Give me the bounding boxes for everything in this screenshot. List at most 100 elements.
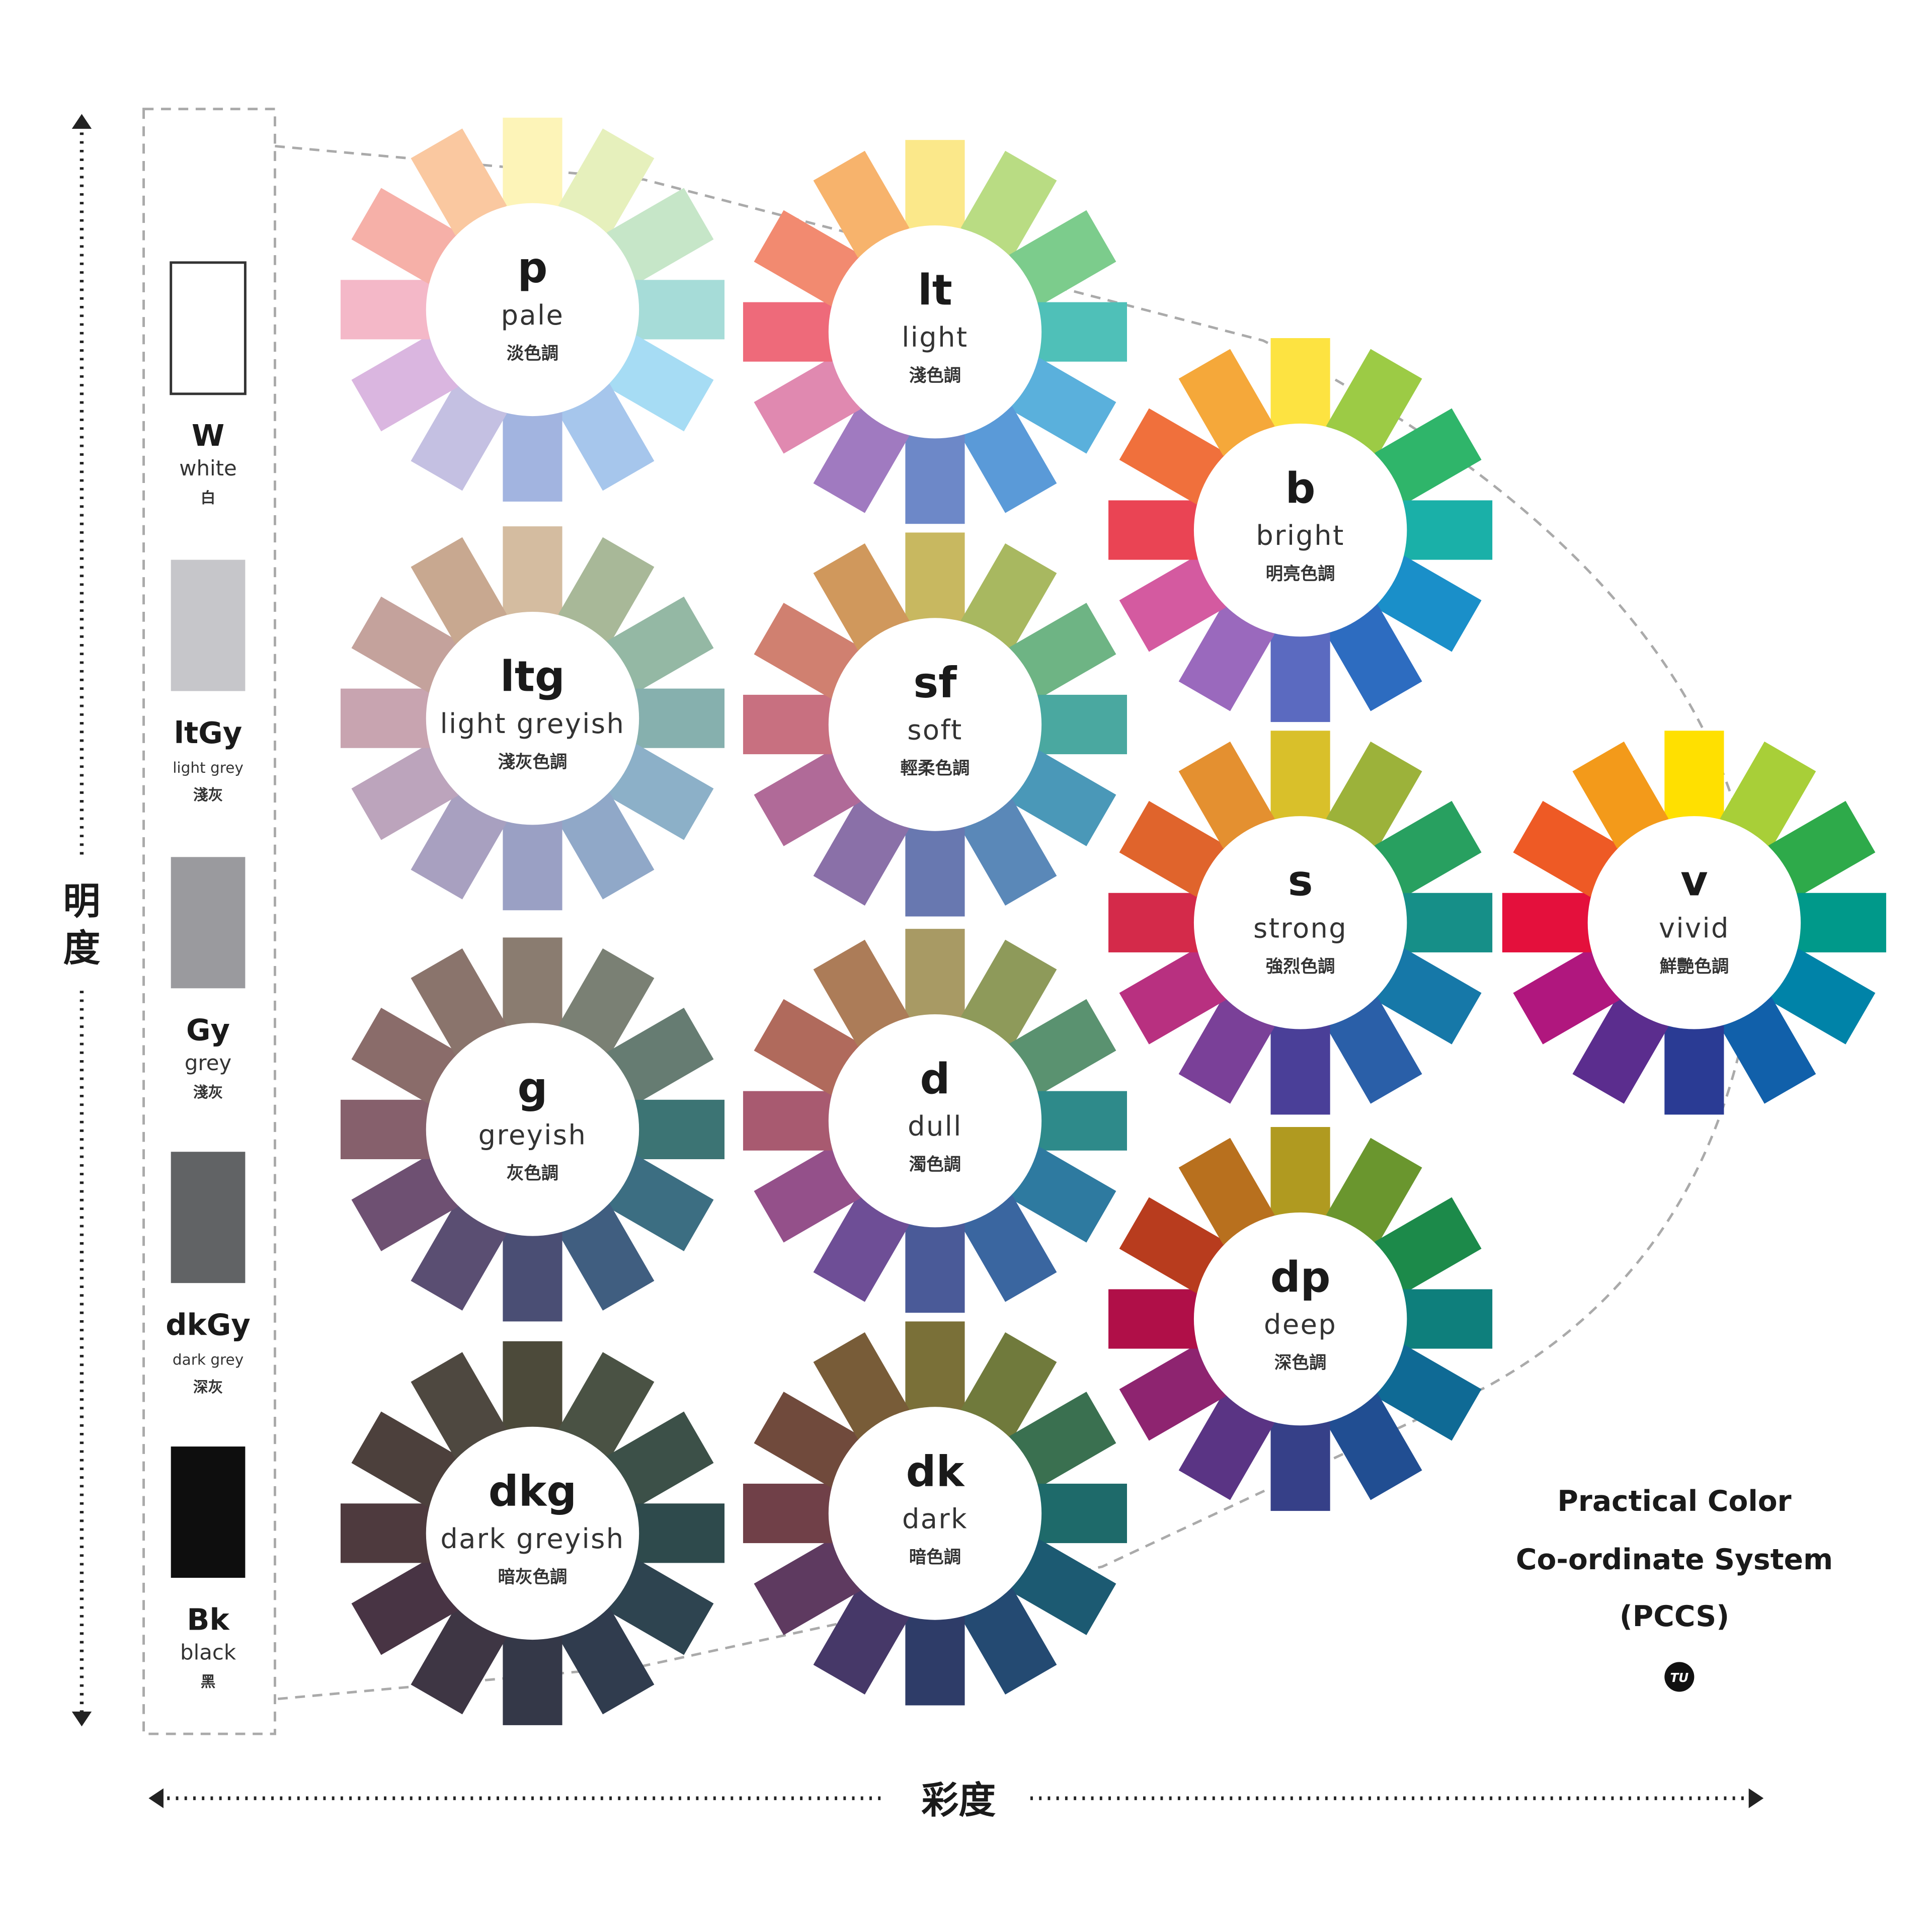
hue-swatch — [503, 821, 562, 911]
hue-swatch — [813, 406, 910, 513]
tone-wheel-s: s strong 強烈色調 — [1108, 731, 1493, 1115]
hue-swatch — [1009, 603, 1116, 699]
hue-swatch — [606, 335, 714, 432]
grey-abbr: Bk — [187, 1602, 230, 1637]
hue-swatch — [960, 1195, 1057, 1302]
tone-abbr: s — [1288, 856, 1313, 906]
hue-swatch — [754, 357, 861, 454]
tone-zh: 明亮色調 — [1266, 564, 1335, 584]
hue-swatch — [1664, 1025, 1724, 1115]
wheel-center — [828, 618, 1042, 831]
tone-name: light greyish — [440, 708, 625, 740]
wheel-center — [828, 1407, 1042, 1620]
grey-swatch-block — [170, 261, 247, 395]
hue-swatch — [1403, 1289, 1493, 1349]
tone-wheel-dp: dp deep 深色調 — [1108, 1127, 1493, 1511]
tone-name: bright — [1256, 520, 1344, 551]
hue-swatch — [635, 280, 725, 340]
tone-abbr: b — [1285, 463, 1316, 513]
hue-swatch — [606, 1411, 714, 1508]
tone-name: pale — [501, 299, 565, 331]
grey-abbr: ltGy — [174, 715, 242, 750]
grey-name: black — [180, 1640, 236, 1664]
hue-swatch — [1270, 632, 1330, 722]
hue-swatch — [1178, 997, 1275, 1104]
hue-swatch — [813, 150, 910, 258]
hue-swatch — [813, 1587, 910, 1695]
hue-swatch — [1119, 800, 1227, 897]
tone-zh: 淺色調 — [909, 366, 961, 386]
tone-zh: 深色調 — [1274, 1353, 1326, 1373]
title-line-1: Practical Color — [1557, 1485, 1791, 1518]
hue-swatch — [743, 694, 833, 755]
hue-swatch — [351, 1155, 459, 1251]
hue-swatch — [558, 792, 655, 900]
hue-swatch — [960, 150, 1057, 258]
hue-swatch — [1037, 694, 1127, 755]
hue-swatch — [1572, 997, 1669, 1104]
wheel-center — [1193, 1212, 1407, 1426]
hue-swatch — [813, 1332, 910, 1439]
hue-swatch — [743, 1483, 833, 1544]
grey-name: white — [179, 456, 236, 480]
tone-name: dark greyish — [440, 1523, 624, 1555]
tone-abbr: dkg — [489, 1467, 577, 1516]
hue-swatch — [1270, 338, 1330, 428]
hue-swatch — [1513, 800, 1620, 897]
hue-swatch — [1270, 1025, 1330, 1115]
hue-swatch — [1108, 1289, 1198, 1349]
wheel-center — [828, 225, 1042, 439]
wheel-center — [426, 1426, 639, 1640]
hue-swatch — [411, 128, 507, 235]
lightness-label-2: 度 — [63, 927, 101, 970]
hue-swatch — [1119, 555, 1227, 652]
brand-logo: TU — [1664, 1662, 1695, 1692]
hue-swatch — [905, 1224, 965, 1313]
hue-swatch — [558, 948, 655, 1056]
hue-swatch — [351, 1411, 459, 1508]
hue-swatch — [351, 188, 459, 284]
hue-swatch — [1375, 800, 1482, 897]
hue-swatch — [606, 1007, 714, 1104]
hue-swatch — [905, 929, 965, 1018]
hue-swatch — [1326, 1393, 1422, 1500]
hue-swatch — [1119, 408, 1227, 505]
hue-swatch — [960, 543, 1057, 651]
tone-name: light — [902, 321, 968, 353]
lightness-label-1: 明 — [63, 880, 101, 923]
grey-name: dark grey — [173, 1351, 244, 1369]
hue-swatch — [1720, 997, 1816, 1104]
hue-swatch — [351, 596, 459, 693]
hue-swatch — [1037, 302, 1127, 362]
hue-swatch — [754, 1392, 861, 1488]
wheel-center — [1587, 816, 1801, 1029]
title-line-2: Co-ordinate System — [1516, 1543, 1833, 1576]
hue-swatch — [1009, 1539, 1116, 1635]
hue-swatch — [635, 1099, 725, 1159]
grey-swatch-block — [171, 857, 246, 989]
hue-swatch — [1009, 210, 1116, 306]
hue-swatch — [1326, 741, 1422, 849]
hue-swatch — [635, 1503, 725, 1563]
tone-zh: 強烈色調 — [1266, 956, 1335, 977]
hue-swatch — [813, 543, 910, 651]
grey-zh: 深灰 — [193, 1379, 223, 1396]
tone-wheel-b: b bright 明亮色調 — [1108, 338, 1493, 722]
hue-swatch — [503, 117, 562, 207]
grey-zh: 淺灰 — [193, 786, 223, 803]
grey-name: grey — [185, 1051, 231, 1075]
hue-swatch — [813, 798, 910, 906]
hue-swatch — [606, 188, 714, 284]
hue-swatch — [411, 948, 507, 1056]
hue-swatch — [351, 744, 459, 840]
hue-swatch — [558, 1607, 655, 1715]
wheel-center — [1193, 816, 1407, 1029]
hue-swatch — [905, 1321, 965, 1411]
hue-swatch — [905, 435, 965, 524]
grey-zh: 淺灰 — [193, 1084, 223, 1101]
hue-swatch — [1037, 1483, 1128, 1544]
hue-swatch — [558, 537, 655, 645]
tone-wheel-v: v vivid 鮮艷色調 — [1502, 731, 1886, 1115]
hue-swatch — [813, 939, 910, 1047]
hue-swatch — [905, 140, 965, 229]
